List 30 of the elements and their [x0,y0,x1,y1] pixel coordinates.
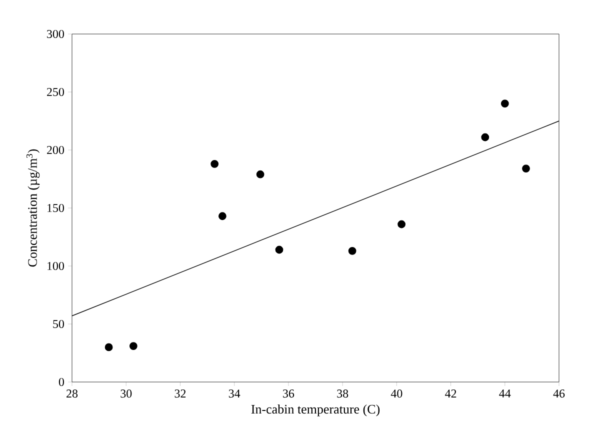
x-tick-label: 30 [120,390,132,398]
x-tick-label: 36 [283,390,294,398]
point [218,212,226,220]
y-tick-label: 0 [58,378,64,386]
x-tick-label: 40 [390,390,402,398]
point [500,100,509,108]
y-tick-label: 300 [47,30,64,38]
point [522,164,530,173]
point [348,246,356,255]
x-axis-title: In-cabin temperature (C) [251,404,380,416]
x-tick-label: 46 [553,390,565,398]
x-tick-label: 38 [337,390,348,398]
point [481,133,490,142]
y-tick-label: 250 [47,88,64,96]
point [104,343,113,352]
x-tick-label: 42 [445,390,456,398]
x-tick-label: 28 [66,390,78,398]
y-tick-label: 50 [53,320,64,328]
y-tick-label: 200 [47,146,64,154]
y-axis-title: Concentration (µg/m$^{3}$) [26,149,40,267]
y-tick-label: 150 [48,204,64,212]
point [210,160,219,168]
point [256,170,264,178]
y-tick-label: 100 [48,262,64,270]
point [398,220,406,228]
point [129,342,138,350]
x-tick-label: 44 [499,390,511,398]
x-tick-label: 32 [174,390,186,398]
point [275,246,284,254]
x-tick-label: 34 [228,390,240,398]
